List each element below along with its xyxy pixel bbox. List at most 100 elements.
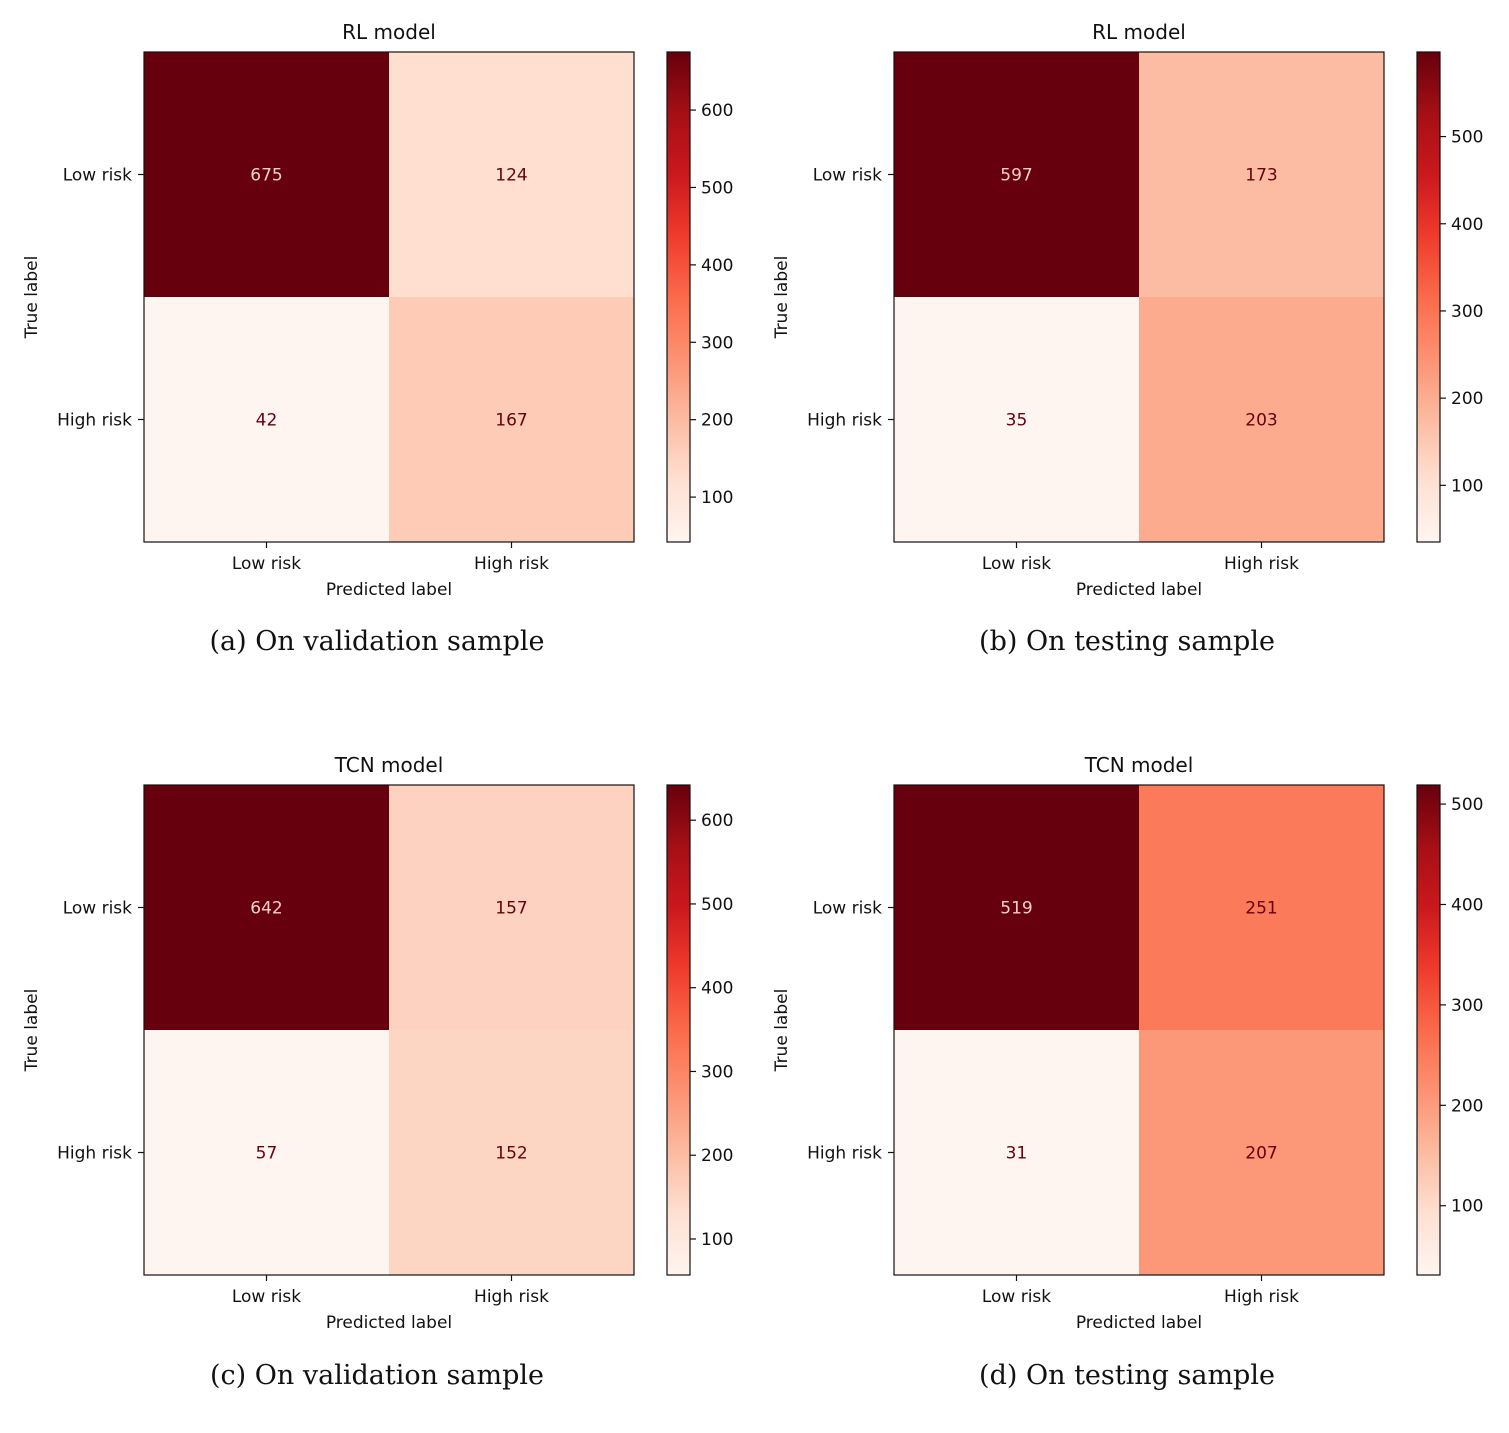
matrix-cell: [389, 785, 635, 1031]
colorbar-tick-label: 500: [701, 895, 733, 915]
matrix-cell: [144, 1030, 390, 1276]
matrix-cell: [894, 785, 1140, 1031]
panel-d: TCN model 519 251 31 207 Low risk High risk Low…: [750, 733, 1504, 1433]
x-axis-label: Predicted label: [326, 1313, 452, 1333]
y-tick-label: Low risk: [813, 899, 882, 919]
cell-value-label: 597: [1000, 166, 1032, 186]
colorbar-tick-label: 300: [1451, 996, 1483, 1016]
x-axis-label: Predicted label: [326, 580, 452, 600]
matrix-cell: [1139, 52, 1385, 298]
cell-value-label: 152: [495, 1144, 527, 1164]
panel-a: RL model 675 124 42 167 Low risk High risk Low …: [0, 0, 754, 700]
colorbar: [1416, 51, 1441, 543]
cell-value-label: 173: [1245, 166, 1277, 186]
colorbar-tick-label: 600: [701, 101, 733, 121]
x-tick-label: Low risk: [232, 1287, 301, 1307]
matrix-cell: [1139, 1030, 1385, 1276]
confusion-matrix-b: RL model 597 173 35 203 Low risk High risk Low …: [772, 20, 1483, 600]
x-axis-label: Predicted label: [1076, 1313, 1202, 1333]
colorbar-tick-label: 400: [1451, 895, 1483, 915]
matrix-cell: [144, 785, 390, 1031]
x-tick-label: High risk: [474, 1287, 549, 1307]
cell-value-label: 207: [1245, 1144, 1277, 1164]
cell-value-label: 157: [495, 899, 527, 919]
colorbar: [666, 51, 691, 543]
caption-d: (d) On testing sample: [979, 1360, 1275, 1391]
colorbar-tick-label: 500: [1451, 795, 1483, 815]
y-axis-label: True label: [772, 256, 792, 340]
chart-title: RL model: [342, 20, 436, 44]
chart-title: TCN model: [334, 753, 444, 777]
cell-value-label: 57: [256, 1144, 278, 1164]
matrix-cell: [144, 52, 390, 298]
x-axis-label: Predicted label: [1076, 580, 1202, 600]
cell-value-label: 42: [256, 411, 278, 431]
cell-value-label: 124: [495, 166, 527, 186]
colorbar-tick-label: 500: [1451, 128, 1483, 148]
y-axis-label: True label: [772, 989, 792, 1073]
matrix-cell: [894, 297, 1140, 543]
axes-frame: [143, 784, 635, 1276]
chart-title: RL model: [1092, 20, 1186, 44]
matrix-cell: [144, 297, 390, 543]
cell-value-label: 31: [1006, 1144, 1028, 1164]
caption-a: (a) On validation sample: [209, 626, 545, 657]
confusion-matrix-a: RL model 675 124 42 167 Low risk High risk Low …: [22, 20, 733, 600]
y-axis-label: True label: [22, 989, 42, 1073]
cell-value-label: 203: [1245, 411, 1277, 431]
colorbar-tick-label: 400: [1451, 215, 1483, 235]
colorbar-tick-label: 300: [701, 333, 733, 353]
panel-c: TCN model 642 157 57 152 Low risk High risk Low…: [0, 733, 754, 1433]
x-tick-label: Low risk: [982, 554, 1051, 574]
colorbar-tick-label: 300: [701, 1062, 733, 1082]
y-tick-label: Low risk: [813, 166, 882, 186]
chart-title: TCN model: [1084, 753, 1194, 777]
x-tick-label: High risk: [1224, 554, 1299, 574]
axes-frame: [143, 51, 635, 543]
y-tick-label: Low risk: [63, 899, 132, 919]
colorbar-tick-label: 200: [701, 411, 733, 431]
matrix-cell: [389, 52, 635, 298]
colorbar-tick-label: 100: [1451, 476, 1483, 496]
colorbar-tick-label: 100: [701, 488, 733, 508]
confusion-matrix-c: TCN model 642 157 57 152 Low risk High risk Low…: [22, 753, 733, 1333]
colorbar-tick-label: 400: [701, 979, 733, 999]
matrix-cell: [1139, 785, 1385, 1031]
y-tick-label: High risk: [807, 1144, 882, 1164]
cell-value-label: 519: [1000, 899, 1032, 919]
colorbar: [666, 784, 691, 1276]
colorbar-tick-label: 100: [701, 1230, 733, 1250]
x-tick-label: High risk: [1224, 1287, 1299, 1307]
cell-value-label: 642: [250, 899, 282, 919]
x-tick-label: Low risk: [982, 1287, 1051, 1307]
colorbar-tick-label: 500: [701, 178, 733, 198]
colorbar-tick-label: 300: [1451, 302, 1483, 322]
cell-value-label: 675: [250, 166, 282, 186]
axes-frame: [893, 51, 1385, 543]
axes-frame: [893, 784, 1385, 1276]
x-tick-label: High risk: [474, 554, 549, 574]
confusion-matrix-d: TCN model 519 251 31 207 Low risk High risk Low…: [772, 753, 1483, 1333]
y-tick-label: Low risk: [63, 166, 132, 186]
matrix-cell: [389, 297, 635, 543]
matrix-cell: [389, 1030, 635, 1276]
colorbar-tick-label: 200: [1451, 389, 1483, 409]
cell-value-label: 251: [1245, 899, 1277, 919]
panel-b: RL model 597 173 35 203 Low risk High risk Low …: [750, 0, 1504, 700]
y-tick-label: High risk: [57, 1144, 132, 1164]
colorbar-tick-label: 200: [1451, 1096, 1483, 1116]
matrix-cell: [894, 52, 1140, 298]
cell-value-label: 35: [1006, 411, 1028, 431]
colorbar-tick-label: 600: [701, 811, 733, 831]
matrix-cell: [1139, 297, 1385, 543]
caption-b: (b) On testing sample: [979, 626, 1275, 657]
cell-value-label: 167: [495, 411, 527, 431]
colorbar-tick-label: 200: [701, 1146, 733, 1166]
colorbar: [1416, 784, 1441, 1276]
matrix-cell: [894, 1030, 1140, 1276]
colorbar-tick-label: 400: [701, 256, 733, 276]
caption-c: (c) On validation sample: [209, 1360, 545, 1391]
y-axis-label: True label: [22, 256, 42, 340]
y-tick-label: High risk: [807, 411, 882, 431]
x-tick-label: Low risk: [232, 554, 301, 574]
